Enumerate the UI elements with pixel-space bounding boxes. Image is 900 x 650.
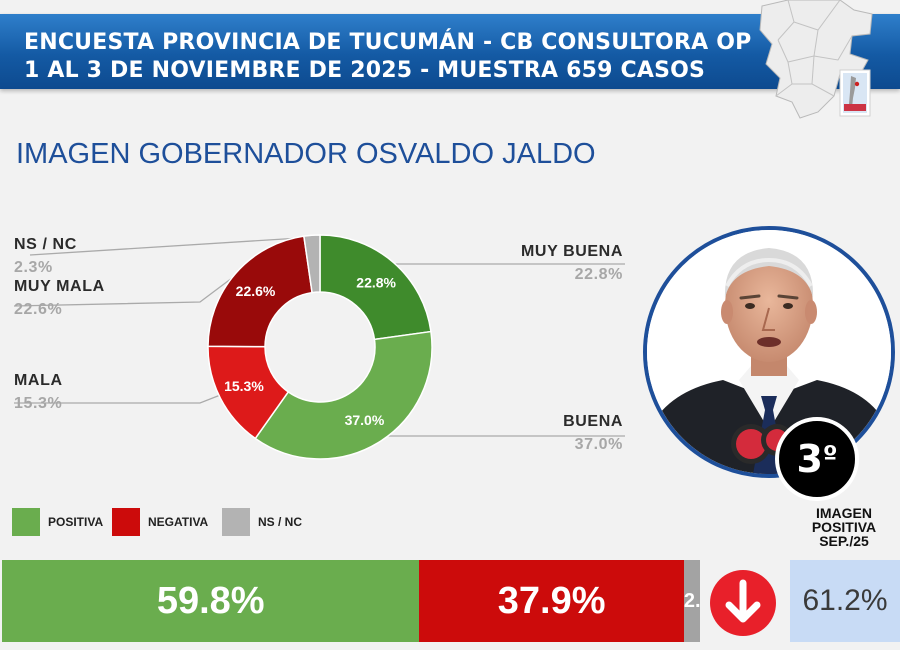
slice-label-buena: 37.0% — [345, 412, 385, 428]
chart-title: IMAGEN GOBERNADOR OSVALDO JALDO — [16, 138, 596, 170]
down-arrow-icon — [710, 570, 776, 636]
slice-ns-nc — [303, 234, 321, 294]
header-line-2: 1 AL 3 DE NOVIEMBRE DE 2025 - MUESTRA 65… — [24, 58, 706, 83]
legend-item-negativa: NEGATIVA — [112, 508, 208, 536]
label-mala-category: MALA — [14, 372, 63, 389]
previous-positive-value: 61.2% — [790, 560, 900, 642]
label-buena: BUENA 37.0% — [563, 413, 623, 454]
legend-label-positiva: POSITIVA — [48, 515, 104, 529]
label-mala: MALA 15.3% — [14, 372, 63, 413]
legend-swatch-ns-nc — [222, 508, 250, 536]
header-line-1: ENCUESTA PROVINCIA DE TUCUMÁN - CB CONSU… — [24, 30, 752, 55]
label-muy-buena: MUY BUENA 22.8% — [521, 243, 623, 284]
legend-label-ns-nc: NS / NC — [258, 515, 303, 529]
bar-segment-ns-nc: 2.3 — [683, 560, 700, 642]
rank-suffix: º — [822, 441, 838, 471]
label-ns-nc: NS / NC 2.3% — [14, 236, 77, 277]
label-buena-category: BUENA — [563, 413, 623, 430]
slice-buena — [254, 330, 433, 460]
label-buena-value: 37.0% — [574, 436, 623, 453]
previous-label-line-1: IMAGEN — [816, 505, 872, 521]
label-muy-buena-category: MUY BUENA — [520, 243, 623, 260]
legend-item-positiva: POSITIVA — [12, 508, 103, 536]
label-mala-value: 15.3% — [14, 395, 63, 412]
rank-number: 3 — [796, 437, 823, 481]
stacked-bar: 59.8% 37.9% 2.3 — [2, 560, 700, 642]
slice-label-muy-mala: 22.6% — [236, 283, 276, 299]
portrait-illustration — [647, 230, 891, 474]
label-ns-nc-category: NS / NC — [14, 236, 77, 253]
slice-muy-buena — [319, 234, 432, 341]
slice-muy-mala — [207, 235, 313, 348]
legend-label-negativa: NEGATIVA — [148, 515, 209, 529]
governor-portrait-image — [643, 226, 895, 478]
argentina-map-icon — [759, 0, 873, 119]
donut-chart: 22.8% 37.0% 15.3% 22.6% — [207, 234, 433, 460]
header-banner: ENCUESTA PROVINCIA DE TUCUMÁN - CB CONSU… — [0, 14, 900, 89]
legend-swatch-positiva — [12, 508, 40, 536]
previous-label-line-2: POSITIVA — [811, 519, 877, 535]
previous-label-line-3: SEP./25 — [819, 533, 869, 549]
slice-label-muy-buena: 22.8% — [356, 275, 396, 291]
bar-segment-negativa: 37.9% — [419, 560, 684, 642]
label-muy-buena-value: 22.8% — [574, 266, 623, 283]
label-muy-mala: MUY MALA 22.6% — [14, 278, 105, 319]
bar-segment-positiva: 59.8% — [2, 560, 420, 642]
legend-item-ns-nc: NS / NC — [222, 508, 302, 536]
slice-label-mala: 15.3% — [224, 378, 264, 394]
previous-period-label: IMAGEN POSITIVA SEP./25 — [788, 506, 900, 548]
label-ns-nc-value: 2.3% — [14, 259, 53, 276]
legend-swatch-negativa — [112, 508, 140, 536]
label-muy-mala-value: 22.6% — [14, 301, 63, 318]
label-muy-mala-category: MUY MALA — [14, 278, 105, 295]
